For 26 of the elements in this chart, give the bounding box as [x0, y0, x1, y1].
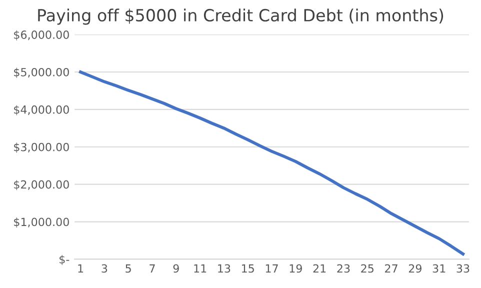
- y-tick-label: $-: [60, 254, 70, 266]
- x-tick-label: 7: [150, 264, 155, 273]
- y-tick-label: $1,000.00: [14, 218, 69, 228]
- x-tick-label: 5: [126, 264, 131, 273]
- y-tick-label: $3,000.00: [14, 142, 69, 153]
- line-series: [79, 70, 465, 256]
- y-tick-label: $5,000.00: [14, 68, 69, 78]
- x-tick-label: 27: [385, 264, 398, 273]
- x-tick-label: 11: [194, 264, 206, 273]
- x-tick-label: 21: [313, 264, 326, 273]
- x-tick-label: 29: [408, 264, 422, 273]
- x-tick-label: 31: [432, 264, 446, 273]
- x-tick-label: 1: [78, 264, 84, 273]
- x-tick-label: 13: [218, 264, 230, 273]
- x-tick-label: 19: [290, 264, 302, 273]
- x-tick-label: 25: [361, 264, 374, 273]
- x-tick-label: 3: [102, 264, 108, 273]
- x-tick-label: 17: [266, 264, 278, 273]
- x-tick-label: 33: [456, 264, 470, 273]
- x-tick-label: 9: [173, 264, 179, 273]
- x-tick-label: 15: [242, 264, 254, 273]
- y-tick-label: $4,000.00: [14, 105, 69, 116]
- chart-title: Paying off $5000 in Credit Card Debt (in months): [38, 8, 444, 25]
- x-tick-label: 23: [337, 264, 350, 273]
- y-tick-label: $2,000.00: [14, 180, 69, 190]
- y-tick-label: $6,000.00: [14, 30, 69, 40]
